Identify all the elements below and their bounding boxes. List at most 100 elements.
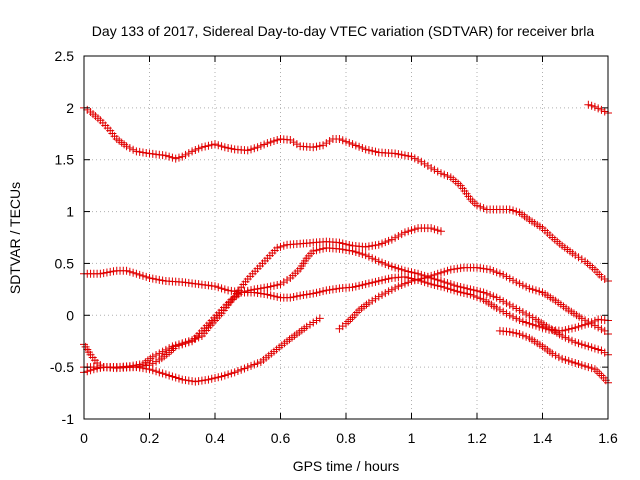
data-point bbox=[512, 329, 521, 338]
data-point bbox=[342, 245, 350, 254]
x-axis-label: GPS time / hours bbox=[293, 458, 400, 474]
data-point bbox=[564, 335, 573, 344]
data-point bbox=[273, 292, 282, 301]
data-point bbox=[381, 289, 390, 298]
data-point bbox=[384, 274, 393, 283]
data-point bbox=[256, 284, 265, 293]
data-point bbox=[378, 239, 387, 248]
data-point bbox=[364, 242, 373, 251]
data-point bbox=[567, 324, 576, 333]
y-tick-label: 2 bbox=[66, 100, 74, 116]
data-point bbox=[518, 281, 527, 290]
data-point bbox=[577, 340, 586, 349]
data-point bbox=[515, 329, 524, 338]
data-point bbox=[279, 241, 288, 250]
data-point bbox=[273, 243, 282, 252]
data-point bbox=[499, 270, 508, 279]
data-point bbox=[584, 318, 593, 327]
data-point bbox=[368, 254, 377, 263]
data-point bbox=[155, 275, 164, 284]
x-tick-label: 0.4 bbox=[205, 430, 225, 446]
data-point bbox=[138, 364, 147, 373]
data-point bbox=[492, 304, 501, 313]
data-point bbox=[417, 274, 426, 283]
data-point bbox=[309, 289, 318, 298]
data-point bbox=[138, 148, 147, 157]
data-point bbox=[266, 291, 275, 300]
data-point bbox=[161, 151, 170, 160]
data-point bbox=[564, 356, 573, 365]
data-point bbox=[407, 277, 416, 286]
data-point bbox=[279, 278, 288, 287]
data-point bbox=[381, 275, 390, 284]
data-point bbox=[142, 272, 151, 281]
data-point bbox=[165, 371, 174, 380]
data-point bbox=[368, 296, 377, 305]
data-point bbox=[328, 285, 337, 294]
data-point bbox=[358, 144, 367, 153]
data-point bbox=[400, 279, 409, 288]
data-point bbox=[430, 270, 439, 279]
data-point bbox=[587, 364, 596, 373]
data-point bbox=[158, 347, 167, 356]
data-point bbox=[351, 248, 360, 257]
data-point bbox=[564, 325, 573, 334]
data-point bbox=[479, 204, 488, 213]
data-point bbox=[581, 341, 590, 350]
data-point bbox=[590, 102, 599, 111]
data-point bbox=[600, 107, 609, 116]
data-point bbox=[358, 280, 367, 289]
data-point bbox=[194, 377, 203, 386]
data-point bbox=[420, 159, 429, 168]
data-point bbox=[397, 230, 406, 239]
data-point bbox=[240, 287, 249, 296]
data-point bbox=[436, 169, 445, 178]
data-point bbox=[394, 282, 403, 291]
data-point bbox=[351, 282, 360, 291]
series-sat-a bbox=[80, 103, 612, 286]
data-point bbox=[374, 292, 383, 301]
data-point bbox=[266, 138, 275, 147]
data-point bbox=[168, 372, 177, 381]
data-point bbox=[191, 377, 200, 386]
x-tick-label: 1.4 bbox=[533, 430, 553, 446]
data-point bbox=[174, 153, 183, 162]
data-point bbox=[512, 314, 521, 323]
data-point bbox=[364, 298, 373, 307]
data-point bbox=[194, 144, 203, 153]
data-point bbox=[211, 374, 219, 383]
data-point bbox=[299, 291, 308, 300]
data-point bbox=[594, 345, 603, 354]
data-point bbox=[427, 164, 436, 173]
data-point bbox=[243, 363, 252, 372]
data-point bbox=[505, 327, 514, 336]
data-point bbox=[184, 149, 193, 158]
data-point bbox=[473, 201, 481, 210]
data-point bbox=[528, 313, 537, 322]
data-point bbox=[332, 284, 341, 293]
data-point bbox=[371, 277, 380, 286]
data-point bbox=[250, 144, 259, 153]
data-point bbox=[207, 374, 216, 383]
data-point bbox=[450, 265, 459, 274]
x-tick-label: 0.2 bbox=[140, 430, 160, 446]
data-point bbox=[394, 264, 403, 273]
data-point bbox=[522, 332, 531, 341]
data-point bbox=[302, 290, 311, 299]
data-point bbox=[436, 227, 445, 236]
data-point bbox=[430, 225, 439, 234]
data-point bbox=[344, 317, 353, 326]
data-point bbox=[509, 328, 518, 337]
data-point bbox=[364, 279, 373, 288]
data-point bbox=[197, 376, 206, 385]
data-point bbox=[486, 265, 495, 274]
data-point bbox=[368, 241, 377, 250]
data-point bbox=[371, 255, 380, 264]
data-point bbox=[289, 292, 298, 301]
data-point bbox=[394, 231, 403, 240]
data-point bbox=[410, 276, 419, 285]
data-point bbox=[181, 376, 190, 385]
data-point bbox=[387, 235, 396, 244]
data-point bbox=[522, 282, 531, 291]
